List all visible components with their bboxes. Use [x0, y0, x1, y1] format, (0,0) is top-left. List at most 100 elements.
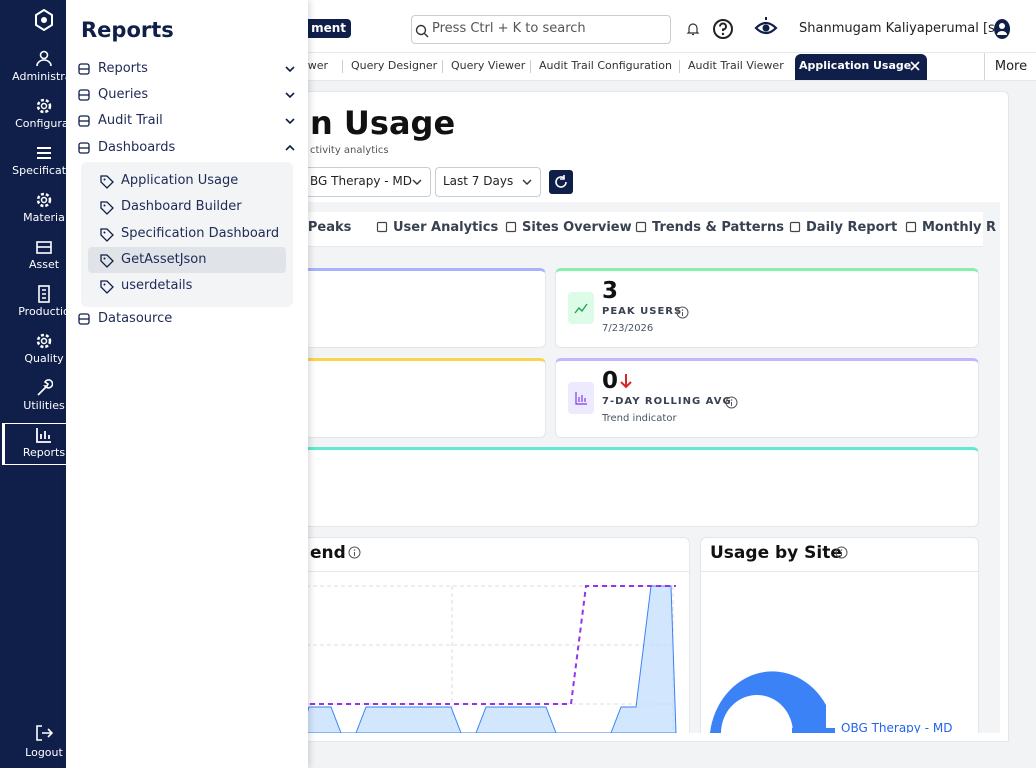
- bell-icon[interactable]: [686, 22, 700, 36]
- nav-label[interactable]: Reports: [22, 446, 66, 459]
- submenu-item[interactable]: GetAssetJson: [121, 251, 207, 267]
- info-icon[interactable]: [835, 546, 848, 559]
- nav-label[interactable]: Materia: [23, 211, 65, 224]
- menu-item[interactable]: Dashboards: [98, 140, 176, 155]
- site-title: Usage by Site: [710, 543, 842, 563]
- sub-tab-icon: [505, 221, 517, 233]
- sub-tab-icon: [789, 221, 801, 233]
- tab-separator: [679, 60, 680, 73]
- nav-icon: [36, 333, 52, 349]
- info-icon[interactable]: [725, 396, 738, 409]
- active-tab[interactable]: [795, 54, 927, 80]
- nav-icon: [36, 192, 52, 208]
- nav-label[interactable]: Administrat: [12, 70, 66, 83]
- page-title: n Usage: [310, 104, 456, 142]
- item-icon: [100, 175, 114, 189]
- tab-label[interactable]: Application Usage: [799, 59, 912, 72]
- nav-icon: [36, 50, 52, 67]
- trend-title: end: [310, 543, 346, 563]
- help-icon[interactable]: [712, 18, 734, 40]
- tab-label[interactable]: Audit Trail Configuration: [539, 59, 672, 72]
- menu-item[interactable]: Reports: [98, 61, 148, 76]
- stat-label: 7-DAY ROLLING AVG: [602, 396, 732, 407]
- search-placeholder: Press Ctrl + K to search: [432, 21, 586, 36]
- sub-tab[interactable]: User Analytics: [393, 220, 499, 235]
- stat-label: PEAK USERS: [602, 306, 683, 317]
- nav-icon: [38, 285, 50, 303]
- more-button[interactable]: More: [984, 53, 1036, 80]
- menu-icon: [78, 89, 90, 101]
- nav-label[interactable]: Utilities: [23, 399, 65, 412]
- stat-note: Trend indicator: [602, 413, 677, 424]
- sub-tab[interactable]: Trends & Patterns: [652, 220, 784, 235]
- range-select[interactable]: [435, 167, 541, 197]
- item-icon: [100, 227, 114, 242]
- search-box[interactable]: [411, 15, 671, 44]
- submenu: [81, 162, 293, 307]
- tab-separator: [342, 60, 343, 73]
- stat-value: 3: [602, 278, 619, 304]
- submenu-item[interactable]: Dashboard Builder: [121, 199, 242, 215]
- nav-icon: [37, 147, 51, 159]
- item-icon: [100, 280, 114, 295]
- chevron: [285, 144, 295, 151]
- stat-icon: [568, 382, 594, 414]
- page-subtitle: ctivity analytics: [310, 145, 389, 156]
- trend-down-icon: [620, 374, 632, 389]
- sub-tab-icon: [905, 221, 917, 233]
- stat-card: [555, 358, 979, 438]
- info-icon[interactable]: [348, 546, 361, 559]
- stat-card: [555, 268, 979, 348]
- user-name[interactable]: Shanmugam Kaliyaperumal [sk]: [799, 21, 1008, 36]
- site-chart: [701, 571, 978, 733]
- item-icon: [100, 254, 114, 268]
- nav-icon: [36, 241, 52, 254]
- logout-label[interactable]: Logout: [25, 746, 63, 759]
- nav-label[interactable]: Asset: [28, 258, 60, 271]
- trend-chart: [131, 571, 689, 733]
- stat-icon: [568, 292, 594, 324]
- nav-label[interactable]: Productio: [18, 305, 66, 318]
- menu-icon: [78, 115, 90, 127]
- flyout-title: Reports: [81, 18, 174, 42]
- sub-tab-icon: [376, 221, 388, 233]
- site-select-text: BG Therapy - MD: [310, 174, 413, 188]
- submenu-item[interactable]: Specification Dashboard: [121, 225, 280, 241]
- item-icon: [100, 201, 114, 216]
- submenu-item[interactable]: userdetails: [121, 278, 193, 294]
- menu-icon: [78, 142, 90, 154]
- chevron: [522, 179, 532, 185]
- tab-label[interactable]: Audit Trail Viewer: [688, 59, 784, 72]
- app-badge-text: ment: [311, 21, 346, 35]
- range-select-text: Last 7 Days: [443, 174, 514, 188]
- menu-icon: [78, 313, 90, 325]
- close-icon: [910, 61, 920, 71]
- stat-note: 7/23/2026: [602, 323, 654, 334]
- nav-label[interactable]: Quality: [24, 352, 64, 365]
- info-icon[interactable]: [676, 306, 689, 319]
- site-legend: OBG Therapy - MD: [841, 721, 953, 735]
- logo: [35, 9, 53, 31]
- sub-tab[interactable]: Daily Report: [806, 220, 898, 235]
- tab-separator: [530, 60, 531, 73]
- menu-item[interactable]: Audit Trail: [98, 113, 163, 128]
- nav-label[interactable]: Configurat: [15, 117, 66, 130]
- logout-icon[interactable]: [35, 724, 53, 742]
- nav-icon: [36, 428, 51, 443]
- sidebar: Administrat Configurat Specificatio Materia…: [0, 0, 66, 768]
- submenu-item[interactable]: Application Usage: [121, 173, 239, 188]
- nav-icon: [36, 98, 52, 114]
- menu-item[interactable]: Queries: [98, 87, 149, 102]
- nav-label[interactable]: Specificatio: [12, 164, 66, 177]
- chevron: [285, 66, 295, 73]
- sub-tab[interactable]: Sites Overview: [522, 220, 632, 235]
- tab-label[interactable]: Query Designer: [351, 59, 438, 72]
- sub-tab[interactable]: Monthly R: [922, 220, 997, 235]
- tab-label[interactable]: Query Viewer: [451, 59, 526, 72]
- refresh-button[interactable]: [549, 170, 573, 194]
- avatar-icon[interactable]: [993, 18, 1011, 40]
- menu-icon: [78, 63, 90, 75]
- view-icon[interactable]: [754, 17, 778, 39]
- menu-item[interactable]: Datasource: [98, 311, 173, 326]
